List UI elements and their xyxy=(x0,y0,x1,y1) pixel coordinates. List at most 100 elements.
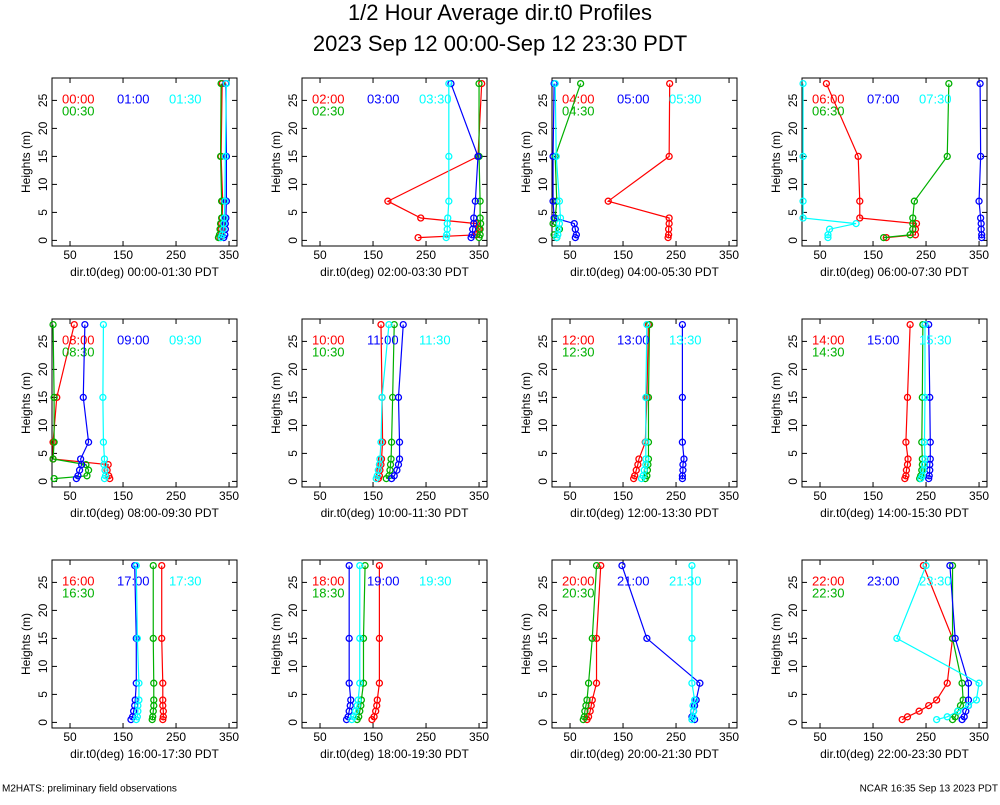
plot-frame xyxy=(551,318,738,488)
footer-right: NCAR 16:35 Sep 13 2023 PDT xyxy=(860,784,998,795)
profile-point xyxy=(824,233,832,242)
profile-point xyxy=(822,79,831,88)
x-tick-label: 350 xyxy=(719,730,739,744)
profile-point xyxy=(361,561,369,570)
plot-frame xyxy=(51,559,238,729)
profile-point xyxy=(951,634,959,643)
y-tick-label: 5 xyxy=(536,450,550,457)
y-tick-label: 15 xyxy=(536,149,550,163)
y-tick-label: 15 xyxy=(36,149,50,163)
legend-label: 22:00 xyxy=(812,573,845,588)
profile-line xyxy=(901,565,954,721)
profile-point xyxy=(135,696,143,704)
profile-point xyxy=(943,152,951,161)
y-tick-label: 15 xyxy=(36,631,50,645)
plot-frame xyxy=(801,559,988,729)
profile-point xyxy=(99,320,108,329)
profile-point xyxy=(49,455,57,463)
plot-frame xyxy=(801,318,988,488)
y-tick-label: 10 xyxy=(536,659,550,673)
legend-label: 03:00 xyxy=(367,91,400,106)
profile-point xyxy=(922,561,930,570)
footer-left: M2HATS: preliminary field observations xyxy=(2,784,177,795)
legend-label: 11:30 xyxy=(419,332,451,347)
profile-point xyxy=(81,320,89,329)
y-tick-label: 10 xyxy=(536,177,550,191)
x-tick-label: 150 xyxy=(363,248,383,262)
profile-point xyxy=(588,696,596,704)
y-tick-label: 0 xyxy=(536,478,550,485)
y-axis-label: Heights (m) xyxy=(519,131,533,193)
profile-point xyxy=(976,79,984,88)
legend-label: 12:30 xyxy=(562,344,595,359)
profile-line xyxy=(606,83,671,238)
profile-point xyxy=(149,561,157,570)
y-tick-label: 25 xyxy=(36,334,50,348)
profile-line xyxy=(951,565,964,721)
y-axis-label: Heights (m) xyxy=(269,131,283,193)
x-tick-label: 50 xyxy=(313,248,327,262)
profile-point xyxy=(150,696,158,704)
x-tick-label: 250 xyxy=(916,730,936,744)
y-tick-label: 20 xyxy=(536,121,550,135)
legend-label: 18:30 xyxy=(312,585,345,600)
y-tick-label: 15 xyxy=(286,149,300,163)
profile-point xyxy=(943,713,951,721)
y-tick-label: 10 xyxy=(786,418,800,432)
profile-point xyxy=(148,715,156,724)
x-tick-label: 350 xyxy=(219,489,239,503)
y-tick-label: 10 xyxy=(36,659,50,673)
profile-point xyxy=(976,214,985,222)
profile-point xyxy=(359,679,368,687)
profile-point xyxy=(643,320,651,329)
y-tick-label: 15 xyxy=(786,390,800,404)
profile-point xyxy=(696,679,704,687)
y-tick-label: 10 xyxy=(536,418,550,432)
profile-point xyxy=(945,79,953,88)
profile-line xyxy=(52,324,90,480)
x-tick-label: 50 xyxy=(63,248,77,262)
x-tick-label: 150 xyxy=(863,730,883,744)
profile-point xyxy=(347,696,355,704)
profile-point xyxy=(150,679,158,687)
profile-point xyxy=(376,455,384,463)
x-tick-label: 250 xyxy=(166,730,186,744)
profile-point xyxy=(951,713,959,721)
y-tick-label: 20 xyxy=(286,362,300,376)
profile-point xyxy=(354,696,362,704)
profile-point xyxy=(444,214,452,222)
x-tick-label: 350 xyxy=(219,730,239,744)
y-axis-label: Heights (m) xyxy=(519,613,533,675)
plot-frame xyxy=(551,559,738,729)
profile-line xyxy=(802,83,857,238)
profile-point xyxy=(584,679,593,687)
profile-point xyxy=(447,79,455,88)
profile-point xyxy=(903,713,912,721)
legend-label: 04:30 xyxy=(562,103,595,118)
x-tick-label: 50 xyxy=(63,730,77,744)
profile-point xyxy=(131,696,139,704)
y-tick-label: 5 xyxy=(36,691,50,698)
y-tick-label: 25 xyxy=(286,334,300,348)
legend-label: 01:00 xyxy=(117,91,150,106)
x-tick-label: 150 xyxy=(113,730,133,744)
profile-point xyxy=(135,679,143,687)
x-tick-label: 50 xyxy=(813,248,827,262)
profile-point xyxy=(962,707,970,715)
legend-label: 10:00 xyxy=(312,332,345,347)
legend-label: 17:00 xyxy=(117,573,150,588)
profile-point xyxy=(618,561,626,570)
legend-label: 19:30 xyxy=(419,573,452,588)
x-tick-label: 50 xyxy=(563,248,577,262)
legend-label: 18:00 xyxy=(312,573,345,588)
profile-point xyxy=(690,696,699,704)
legend-label: 11:00 xyxy=(367,332,399,347)
legend-label: 07:30 xyxy=(919,91,952,106)
title: 1/2 Hour Average dir.t0 Profiles xyxy=(348,0,652,25)
profile-point xyxy=(84,438,93,446)
profile-point xyxy=(959,696,967,704)
